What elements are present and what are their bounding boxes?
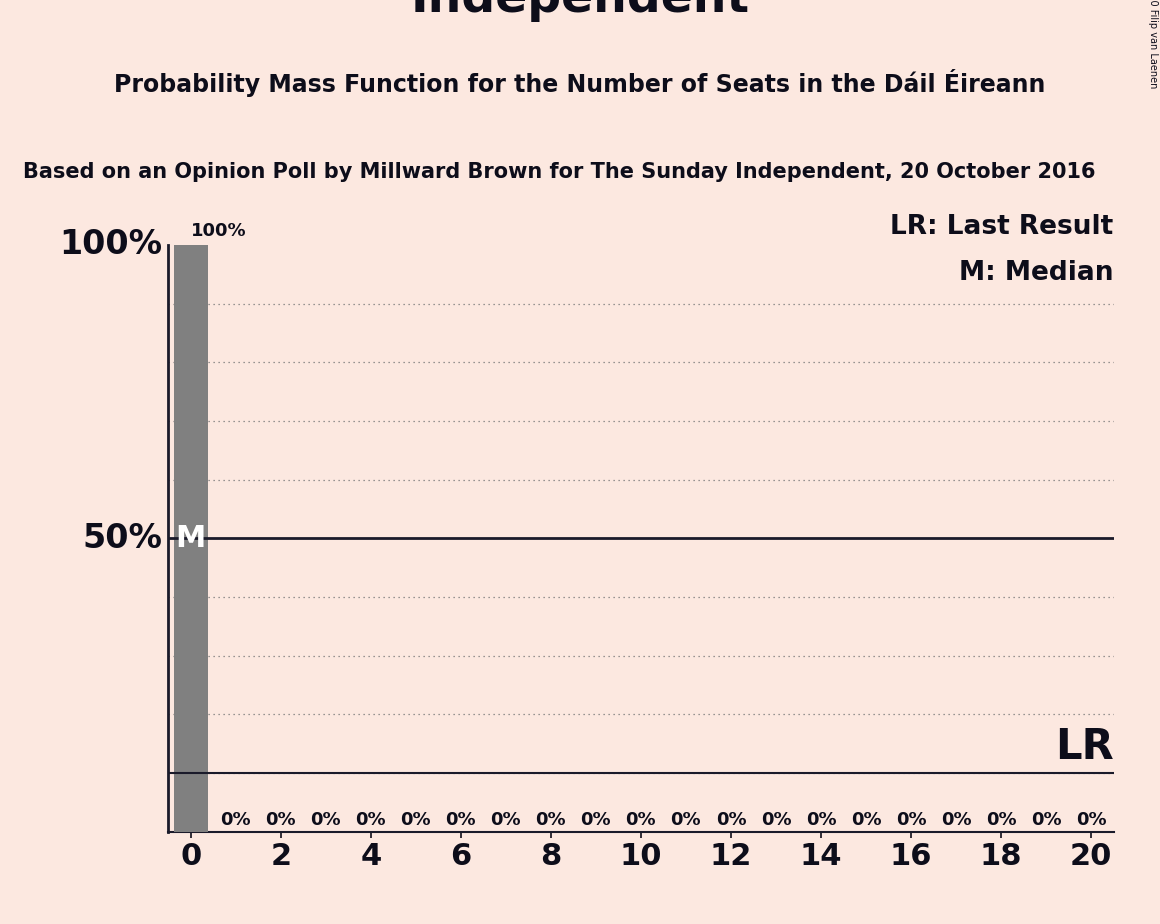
Text: 0%: 0% [355, 810, 386, 829]
Text: 0%: 0% [806, 810, 836, 829]
Text: 0%: 0% [491, 810, 521, 829]
Text: © 2020 Filip van Laenen: © 2020 Filip van Laenen [1147, 0, 1158, 88]
Text: 0%: 0% [850, 810, 882, 829]
Text: M: Median: M: Median [959, 261, 1114, 286]
Text: 0%: 0% [311, 810, 341, 829]
Text: 0%: 0% [400, 810, 432, 829]
Text: 0%: 0% [1031, 810, 1061, 829]
Text: 0%: 0% [941, 810, 971, 829]
Text: 0%: 0% [1075, 810, 1107, 829]
Text: 0%: 0% [670, 810, 702, 829]
Text: 0%: 0% [761, 810, 791, 829]
Text: Based on an Opinion Poll by Millward Brown for The Sunday Independent, 20 Octobe: Based on an Opinion Poll by Millward Bro… [23, 162, 1096, 182]
Bar [174, 245, 208, 832]
Text: 0%: 0% [580, 810, 611, 829]
Text: 0%: 0% [266, 810, 296, 829]
Text: 0%: 0% [986, 810, 1016, 829]
Text: LR: Last Result: LR: Last Result [891, 214, 1114, 240]
Text: 50%: 50% [82, 522, 162, 554]
Text: 100%: 100% [190, 222, 246, 240]
Text: 100%: 100% [59, 228, 162, 261]
Text: 0%: 0% [445, 810, 476, 829]
Text: LR: LR [1054, 726, 1114, 769]
Text: 0%: 0% [536, 810, 566, 829]
Text: 0%: 0% [716, 810, 746, 829]
Text: 0%: 0% [896, 810, 927, 829]
Text: 0%: 0% [625, 810, 657, 829]
Text: Independent: Independent [411, 0, 749, 22]
Text: 0%: 0% [220, 810, 251, 829]
Text: M: M [175, 524, 205, 553]
Text: Probability Mass Function for the Number of Seats in the Dáil Éireann: Probability Mass Function for the Number… [115, 69, 1045, 97]
